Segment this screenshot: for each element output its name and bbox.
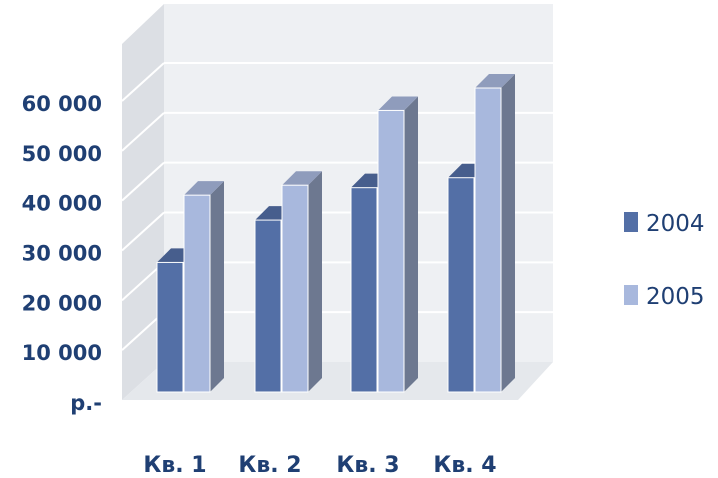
x-tick-label: Кв. 2	[238, 453, 301, 478]
legend-label: 2005	[646, 284, 705, 310]
bar-front-face	[281, 184, 309, 393]
legend-item: 2005	[624, 284, 705, 310]
y-tick-label: 40 000	[22, 192, 102, 216]
bar	[281, 171, 322, 393]
chart-bars	[156, 74, 515, 393]
bar-front-face	[447, 177, 475, 393]
gridline-side	[121, 112, 165, 152]
legend-swatch	[624, 285, 638, 305]
y-tick-label: 60 000	[22, 92, 102, 116]
x-tick-label: Кв. 3	[336, 453, 399, 478]
y-axis-tick-labels: р.- 10 000 20 000 30 000 40 000 50 000 60 000	[22, 92, 102, 415]
bar-top-face	[378, 96, 418, 111]
bar-side-face	[210, 181, 224, 392]
bar-front-face	[183, 194, 211, 393]
gridline-side	[121, 211, 165, 252]
bar-front-face	[377, 109, 405, 393]
chart-legend: 2004 2005	[624, 211, 705, 310]
x-tick-label: Кв. 1	[143, 453, 206, 478]
bar	[377, 96, 418, 393]
legend-item: 2004	[624, 211, 705, 237]
bar-top-face	[184, 181, 224, 196]
chart-floor	[122, 362, 553, 400]
bar-top-face	[475, 74, 515, 89]
chart-side-wall	[122, 4, 164, 400]
bar-front-face	[156, 261, 184, 393]
y-tick-label: 30 000	[22, 242, 102, 266]
y-tick-label: р.-	[70, 391, 102, 415]
bar-side-face	[404, 96, 418, 393]
legend-label: 2004	[646, 211, 705, 237]
y-tick-label: 50 000	[22, 142, 102, 166]
bar-front-face	[254, 219, 282, 393]
bar-side-face	[308, 171, 322, 392]
bar-top-face	[282, 171, 322, 186]
y-tick-label: 10 000	[22, 341, 102, 365]
legend-swatch	[624, 212, 638, 232]
gridline-side	[121, 161, 165, 202]
bar-side-face	[501, 74, 515, 393]
bar-front-face	[350, 187, 378, 393]
bar	[183, 181, 224, 393]
gridline-side	[121, 62, 165, 102]
bar	[474, 74, 515, 393]
y-tick-label: 20 000	[22, 291, 102, 315]
x-axis-tick-labels: Кв. 1 Кв. 2 Кв. 3 Кв. 4	[143, 453, 496, 478]
x-tick-label: Кв. 4	[433, 453, 496, 478]
bar-front-face	[474, 87, 502, 393]
